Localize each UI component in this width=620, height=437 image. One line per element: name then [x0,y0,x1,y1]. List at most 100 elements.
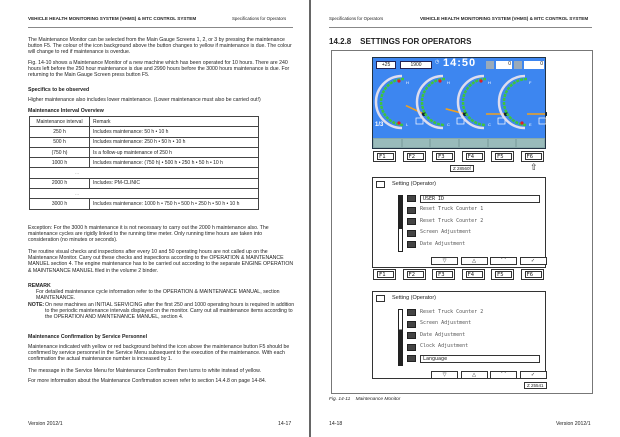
setting-screen-1: Setting (Operator) USER ID Reset Truck Co… [372,177,547,268]
function-key-f2[interactable]: F2 [402,151,426,162]
menu-item-icon [407,309,416,316]
table-cell: ... [29,188,259,200]
header-section: Specifications for Operators [232,16,287,21]
screen-title: Setting (Operator) [392,295,437,301]
function-key-f1[interactable]: F1 [373,269,396,280]
table-row: 500 h Includes maintenance: 250 h • 50 h … [29,136,259,148]
truck-counter-1: 0 [496,61,512,69]
settings-icon [376,181,385,188]
gauge-label: L [406,122,409,127]
gauge-label: C [447,122,450,127]
maintenance-interval-table: Maintenance interval Remark 250 h Includes … [29,115,259,210]
table-cell: ... [29,167,259,179]
function-key-label: F4 [465,153,483,160]
menu-item-icon [407,343,416,351]
menu-item[interactable]: Clock Adjustment [420,343,469,349]
gauge-scale [461,77,487,127]
gauge-scale [379,77,405,127]
paragraph: The Maintenance Monitor can be selected … [28,37,292,56]
menu-item[interactable]: Language [420,354,540,363]
paragraph: Higher maintenance also includes lower m… [28,97,261,103]
gauge-label: C [488,122,491,127]
footer-version: Version 2012/1 [28,421,63,427]
header-title: VEHICLE HEALTH MONITORING SYSTEM (VHMS) … [28,16,197,21]
down-button[interactable]: ▽ [431,371,458,379]
main-gauge-screen: +25 1900 ◷ 14:50 0 0 H L H C H C F E 1/3 [372,57,547,149]
function-key-f3[interactable]: F3 [432,151,455,162]
paragraph: Exception: For the 3000 h maintenance it… [28,225,269,244]
figure-frame [331,50,593,394]
function-icon-bar [373,138,545,148]
confirm-button[interactable]: ✓ [519,371,547,379]
truck-icon [486,61,494,69]
function-key-f6[interactable]: F6 [520,269,544,280]
gauge-symbol-icon [415,117,424,125]
menu-item[interactable]: Reset Truck Counter 1 [420,206,484,212]
menu-item[interactable]: USER ID [420,194,540,203]
table-row: 2000 h Includes: PM-CLINIC [29,177,259,190]
function-key-label: F2 [406,271,424,278]
function-icon [488,139,516,147]
rpm-box: 1900 [400,61,432,69]
gauge-pivot [545,112,547,116]
table-cell: Includes maintenance: 50 h • 10 h [89,126,259,138]
function-key-f3[interactable]: F3 [432,269,455,280]
menu-item[interactable]: Screen Adjustment [420,320,472,326]
function-key-label: F5 [495,271,512,278]
setting-screen-2: Setting (Operator) Reset Truck Counter 2… [372,291,547,379]
gauge-label: H [406,80,409,85]
truck-counter-2: 0 [524,61,544,69]
menu-item[interactable]: Date Adjustment [420,331,466,338]
function-key-f1[interactable]: F1 [373,151,396,162]
gauge-label: F [529,80,532,85]
table-cell: Includes maintenance: 1000 h • 750 h • 5… [89,198,259,210]
table-cell: 3000 h [29,198,90,210]
header-title: VEHICLE HEALTH MONITORING SYSTEM (VHMS) … [420,16,589,21]
gauge-bezel [374,74,403,130]
gauge-label: E [529,122,532,127]
back-button[interactable]: ⌒ [490,257,517,265]
settings-icon [376,295,385,302]
table-cell: Includes maintenance: 250 h • 50 h • 10 … [89,136,259,148]
function-key-f4[interactable]: F4 [461,269,485,280]
menu-item-icon [407,229,416,237]
table-row: 1000 h Includes maintenance: (750 h) • 50… [29,157,259,169]
table-header-row: Maintenance interval Remark [29,115,259,128]
scrollbar[interactable] [398,309,403,366]
menu-item[interactable]: Reset Truck Counter 2 [420,308,484,315]
table-cell: Is a follow-up maintenance of 250 h [89,146,259,159]
down-button[interactable]: ▽ [431,257,458,265]
menu-item-icon [407,241,416,248]
gauge-needle [445,108,466,115]
paragraph: Fig. 14-10 shows a Maintenance Monitor o… [28,60,290,79]
page-indicator: 1/3 [375,122,384,128]
function-key-label: F6 [524,153,542,160]
menu-item-icon [407,218,416,225]
gauge-symbol-icon [497,117,506,125]
table-cell: 500 h [29,136,90,148]
menu-item-icon [407,355,416,362]
function-key-f5[interactable]: F5 [491,269,514,280]
table-row: 250 h Includes maintenance: 50 h • 10 h [29,126,259,138]
up-button[interactable]: △ [460,371,488,379]
menu-item[interactable]: Reset Truck Counter 2 [420,217,484,224]
header-section: Specifications for Operators [329,16,384,21]
function-key-f4[interactable]: F4 [461,151,485,162]
up-button[interactable]: △ [460,257,488,265]
section-title: 14.2.8 SETTINGS FOR OPERATORS [329,37,472,46]
gauge-label: H [447,80,450,85]
menu-item[interactable]: Screen Adjustment [420,229,472,235]
function-key-f2[interactable]: F2 [402,269,426,280]
menu-item[interactable]: Date Adjustment [420,240,466,247]
temperature-box: +25 [376,61,396,69]
scrollbar[interactable] [398,195,403,252]
function-key-f6[interactable]: F6 [520,151,544,162]
paragraph: For more information about the Maintenan… [28,378,267,384]
back-button[interactable]: ⌒ [490,371,517,379]
arrow-up-icon: ⇧ [530,162,538,172]
confirm-button[interactable]: ✓ [519,257,547,265]
function-key-label: F1 [377,153,394,160]
table-cell: 2000 h [29,177,90,190]
function-key-f5[interactable]: F5 [491,151,514,162]
table-cell: 250 h [29,126,90,138]
